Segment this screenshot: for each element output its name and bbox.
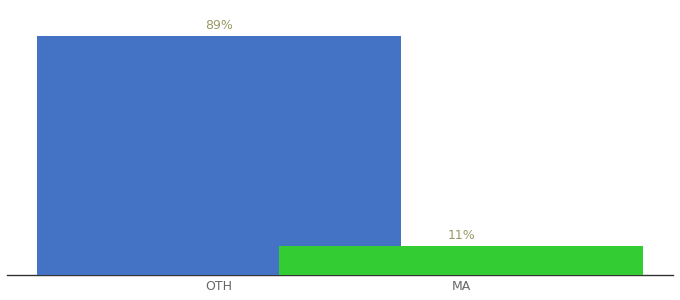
Text: 89%: 89%	[205, 20, 233, 32]
Bar	[37, 37, 401, 275]
Text: 11%: 11%	[447, 229, 475, 242]
Bar	[279, 246, 643, 275]
